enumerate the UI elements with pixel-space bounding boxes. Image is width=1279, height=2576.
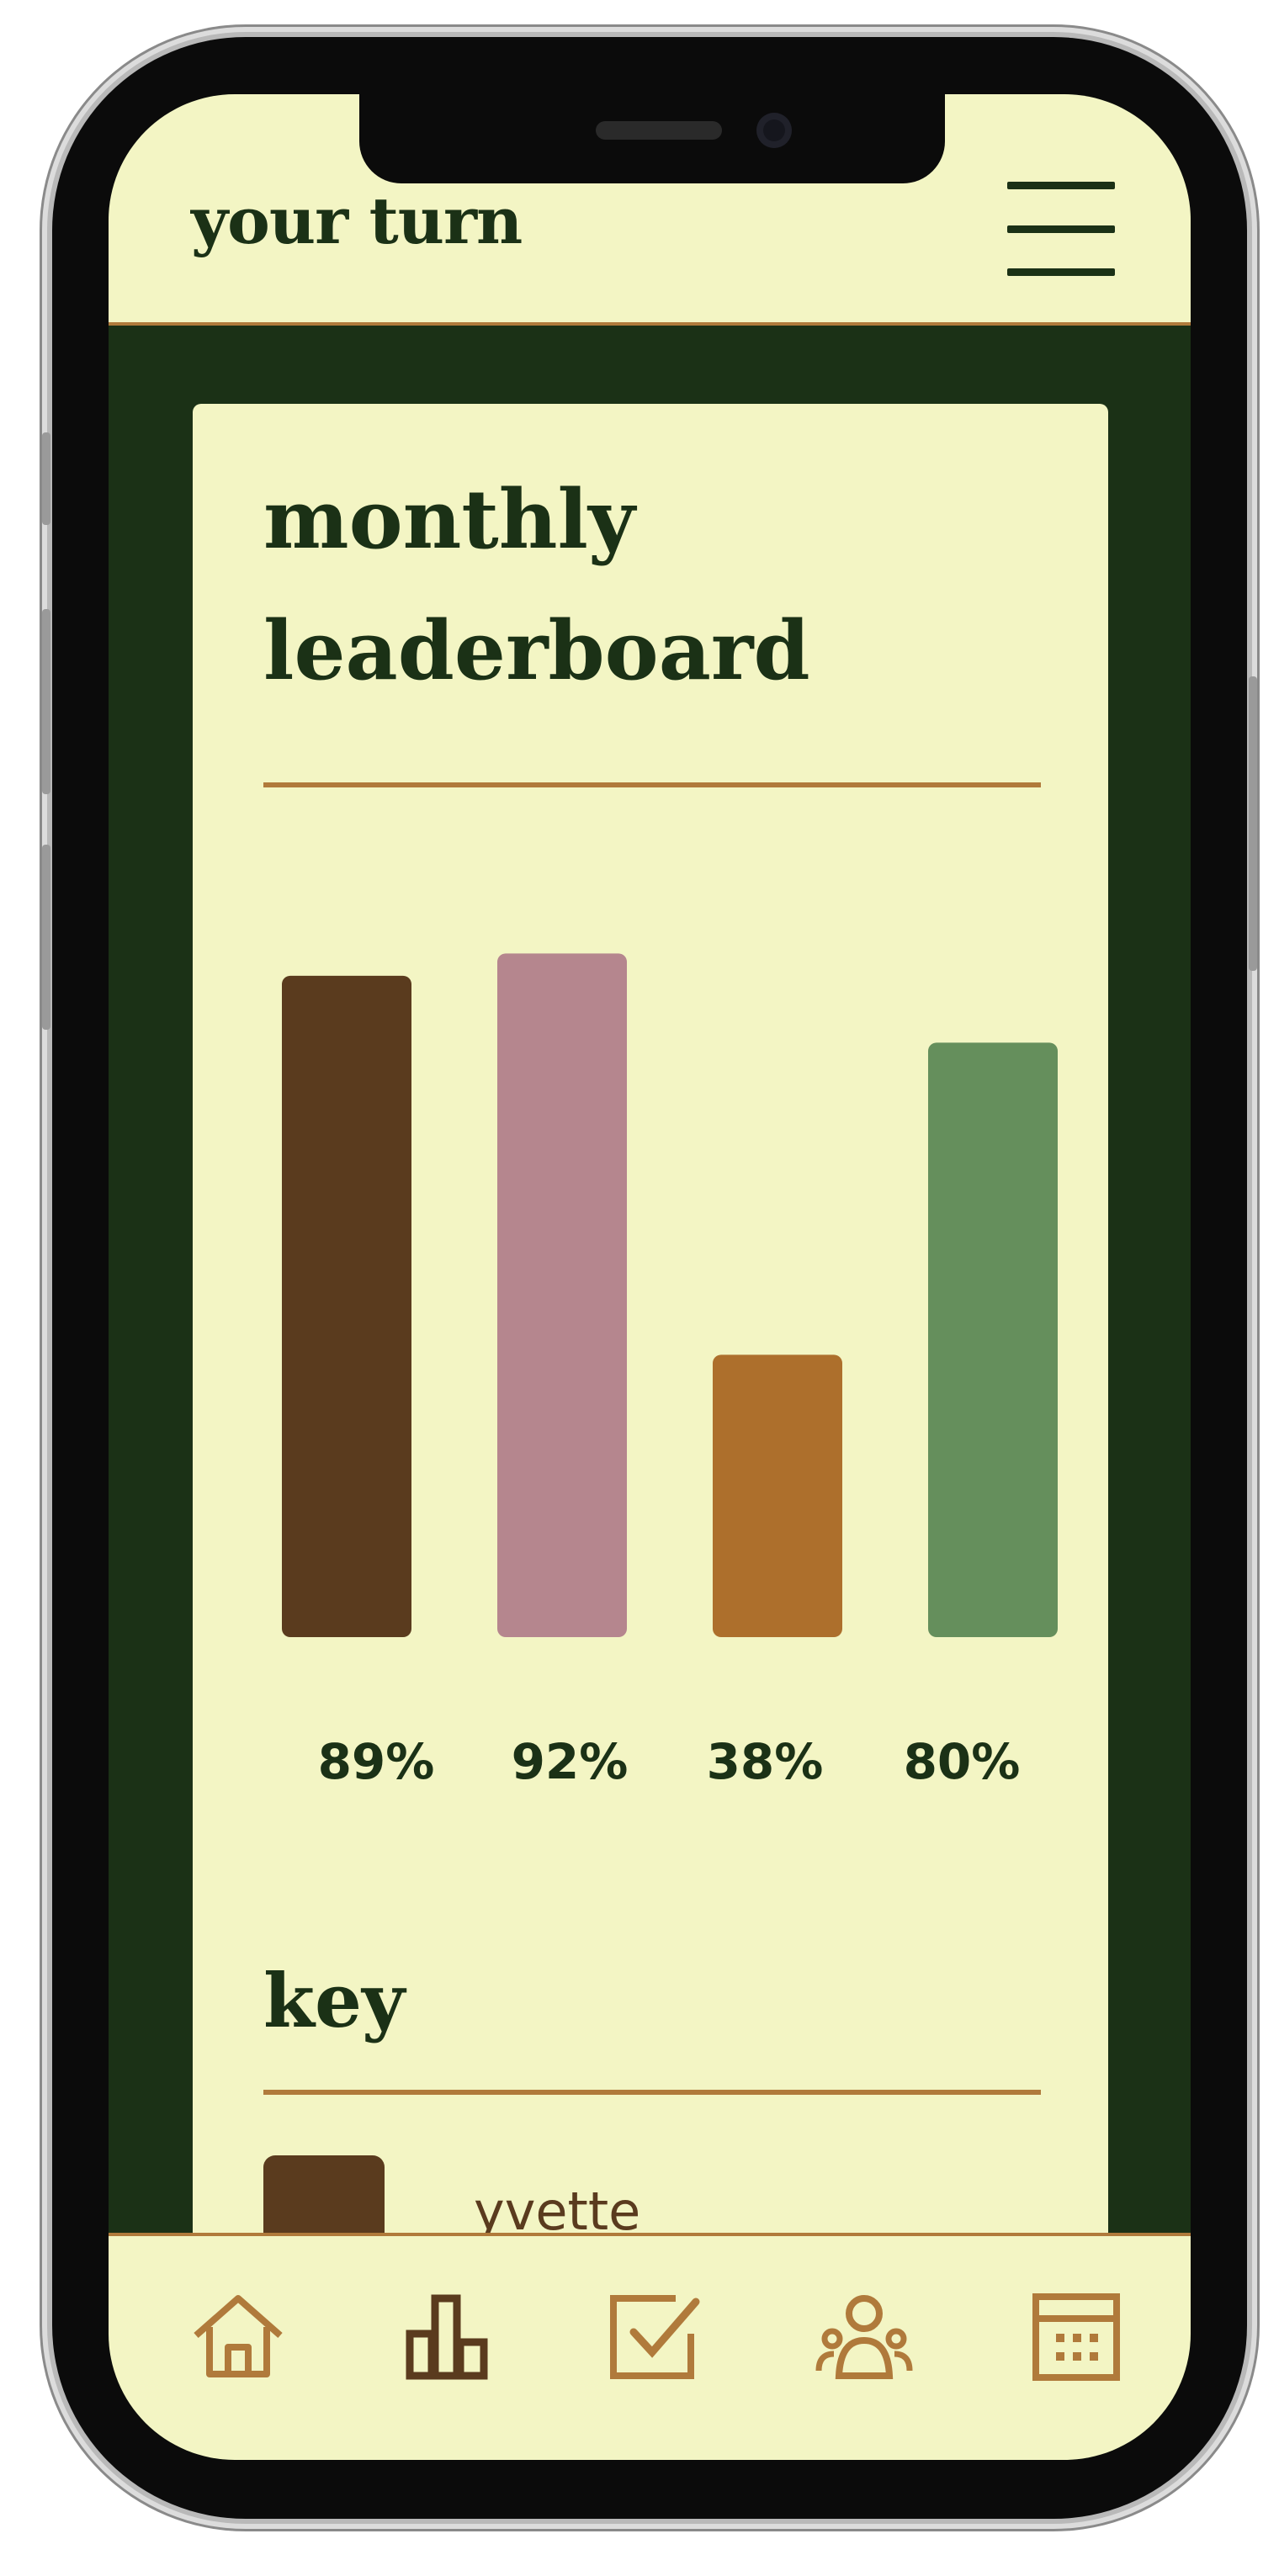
key-label-yvette: yvette [474,2181,641,2242]
calendar-icon [1032,2293,1120,2381]
bar-4 [928,1042,1058,1637]
bar-3 [713,1354,842,1637]
nav-calendar[interactable] [1026,2287,1127,2388]
key-title: key [263,1957,406,2044]
notch [359,94,945,183]
home-icon [194,2295,283,2377]
speaker-grille [596,121,722,140]
bar-value-label-2: 92% [512,1733,629,1790]
nav-group[interactable] [814,2287,915,2388]
bar-2 [497,953,627,1637]
bar-value-label-3: 38% [707,1733,824,1790]
nav-home[interactable] [188,2287,289,2388]
volume-down-button [42,845,50,1030]
hamburger-menu-icon[interactable] [1007,182,1115,276]
nav-tasks[interactable] [603,2287,704,2388]
front-camera [756,113,792,148]
users-icon [815,2295,913,2379]
key-divider [263,2090,1041,2095]
bar-1 [282,975,411,1637]
menu-line [1007,268,1115,276]
bar-chart-icon [406,2294,488,2380]
volume-up-button [42,609,50,794]
bar-value-label-4: 80% [904,1733,1021,1790]
nav-leaderboard[interactable] [398,2287,499,2388]
leaderboard-card: monthly leaderboard 89% 92% 38% 80% key yve… [193,404,1108,2339]
power-button [1249,676,1257,971]
checkbox-icon [610,2295,700,2379]
title-divider [263,782,1041,787]
app-title: your turn [191,183,523,258]
silent-switch [42,432,50,525]
bar-value-label-1: 89% [318,1733,435,1790]
leaderboard-bar-chart: 89% 92% 38% 80% [282,953,1058,1790]
menu-line [1007,225,1115,233]
leaderboard-title: monthly leaderboard [263,472,810,698]
phone-screen: your turn monthly leaderboard 89% 92% 38% 8… [109,94,1191,2460]
menu-line [1007,182,1115,189]
bottom-nav [109,2233,1191,2460]
